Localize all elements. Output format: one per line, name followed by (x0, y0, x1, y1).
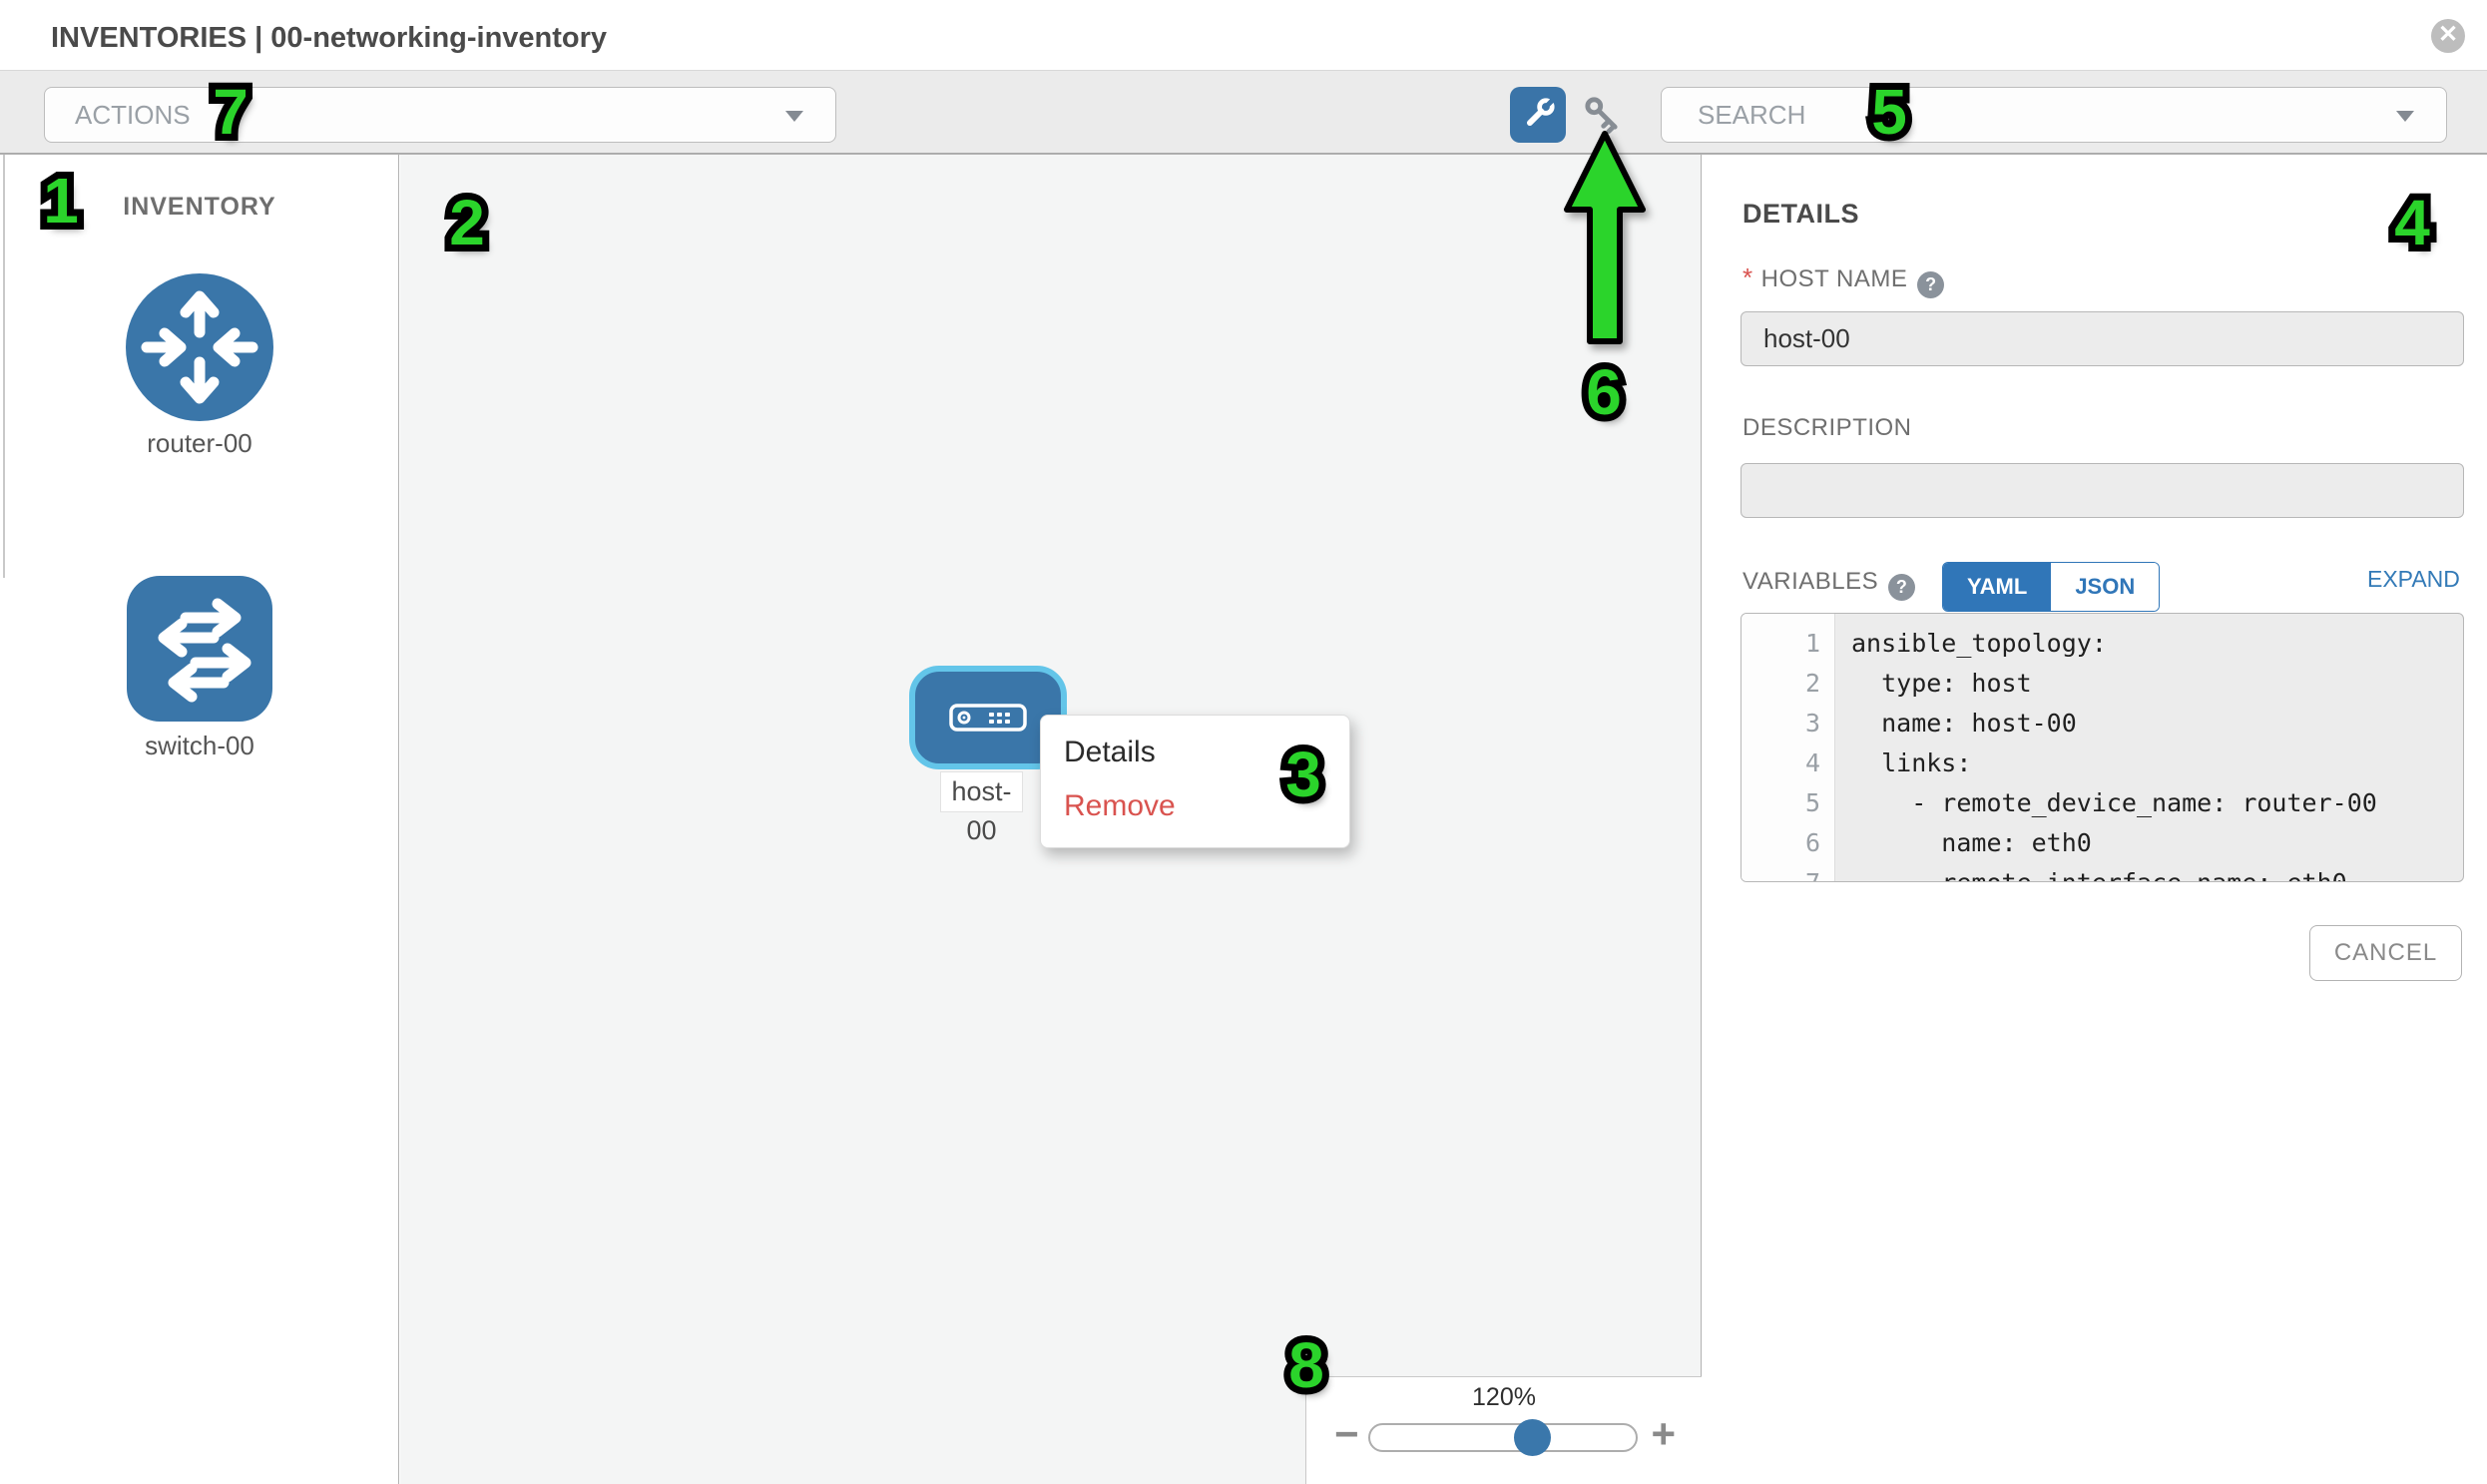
details-panel: DETAILS * HOST NAME? host-00 DESCRIPTION … (1703, 155, 2487, 1484)
host-icon (949, 704, 1027, 732)
menu-item-details[interactable]: Details (1064, 736, 1156, 768)
chevron-down-icon (785, 111, 803, 122)
wrench-icon (1526, 98, 1555, 127)
zoom-level-readout: 120% (1472, 1383, 1536, 1411)
variables-code-editor[interactable]: 1 ansible_topology: 2 type: host 3 name:… (1741, 613, 2464, 882)
header: INVENTORIES | 00-networking-inventory ✕ (0, 0, 2487, 70)
host-node-label: host-00 (940, 771, 1023, 845)
variables-format-toggle: YAML JSON (1942, 562, 2161, 612)
line-number: 7 (1741, 863, 1835, 881)
inventory-sidebar: INVENTORY router-00 (0, 155, 399, 1484)
expand-link[interactable]: EXPAND (2367, 566, 2460, 592)
key-icon (1585, 97, 1618, 135)
close-icon[interactable]: ✕ (2431, 19, 2465, 53)
palette-item-router[interactable]: router-00 (0, 272, 399, 459)
tab-yaml[interactable]: YAML (1943, 563, 2052, 611)
zoom-slider-handle[interactable] (1514, 1419, 1551, 1456)
actions-dropdown-label: ACTIONS (75, 100, 191, 130)
code-line: 3 name: host-00 (1741, 704, 2463, 743)
code-text: name: host-00 (1851, 709, 2077, 738)
palette-item-label: switch-00 (145, 731, 254, 760)
actions-dropdown[interactable]: ACTIONS (44, 87, 836, 143)
page-title: INVENTORIES | 00-networking-inventory (51, 22, 608, 54)
line-number: 4 (1741, 743, 1835, 783)
toolbar: ACTIONS SEARC (0, 70, 2487, 154)
code-line: 1 ansible_topology: (1741, 624, 2463, 664)
scrollbar[interactable] (3, 155, 5, 578)
host-name-input[interactable]: host-00 (1741, 311, 2464, 366)
editor-rows: 1 ansible_topology: 2 type: host 3 name:… (1741, 624, 2463, 881)
details-panel-title: DETAILS (1742, 199, 1859, 229)
variables-label-row: VARIABLES? (1742, 568, 1916, 601)
code-text: links: (1851, 748, 1972, 777)
cancel-button[interactable]: CANCEL (2309, 925, 2462, 981)
help-icon[interactable]: ? (1888, 574, 1916, 601)
router-icon (126, 273, 273, 421)
menu-item-remove[interactable]: Remove (1064, 789, 1176, 822)
description-label: DESCRIPTION (1742, 414, 1912, 441)
code-text: type: host (1851, 669, 2032, 698)
line-number: 3 (1741, 704, 1835, 743)
palette-item-label: router-00 (147, 428, 252, 458)
code-line: 2 type: host (1741, 664, 2463, 704)
host-name-label-row: * HOST NAME? (1742, 262, 1945, 298)
code-text: name: eth0 (1851, 828, 2092, 857)
switch-icon (127, 576, 272, 722)
search-dropdown[interactable]: SEARCH (1661, 87, 2447, 143)
code-line: 6 name: eth0 (1741, 823, 2463, 863)
code-line: 5 - remote_device_name: router-00 (1741, 783, 2463, 823)
code-line: 7 remote_interface_name: eth0 (1741, 863, 2463, 881)
line-number: 6 (1741, 823, 1835, 863)
code-line: 4 links: (1741, 743, 2463, 783)
code-text: remote_interface_name: eth0 (1835, 863, 2346, 881)
tools-button[interactable] (1510, 87, 1566, 143)
chevron-down-icon (2396, 111, 2414, 122)
zoom-in-button[interactable]: + (1651, 1410, 1676, 1457)
required-marker: * (1742, 262, 1753, 292)
line-number: 1 (1741, 624, 1835, 664)
help-icon[interactable]: ? (1917, 271, 1945, 298)
code-text: ansible_topology: (1851, 629, 2107, 658)
sidebar-title: INVENTORY (123, 193, 276, 221)
content: INVENTORY router-00 (0, 154, 2487, 1484)
zoom-slider[interactable] (1368, 1419, 1638, 1456)
topology-canvas[interactable]: host-00 Details Remove 120% − + (400, 155, 1702, 1484)
key-button[interactable] (1577, 91, 1631, 141)
search-dropdown-label: SEARCH (1698, 100, 1806, 130)
palette-item-switch[interactable]: switch-00 (0, 575, 399, 761)
line-number: 2 (1741, 664, 1835, 704)
zoom-control: 120% − + (1305, 1376, 1702, 1484)
tab-json[interactable]: JSON (2051, 563, 2160, 611)
host-name-label: HOST NAME (1760, 265, 1908, 292)
variables-label: VARIABLES (1742, 568, 1879, 595)
line-number: 5 (1741, 783, 1835, 823)
zoom-out-button[interactable]: − (1334, 1410, 1359, 1457)
code-text: - remote_device_name: router-00 (1851, 788, 2377, 817)
description-input[interactable] (1741, 463, 2464, 518)
node-context-menu: Details Remove (1040, 715, 1350, 848)
